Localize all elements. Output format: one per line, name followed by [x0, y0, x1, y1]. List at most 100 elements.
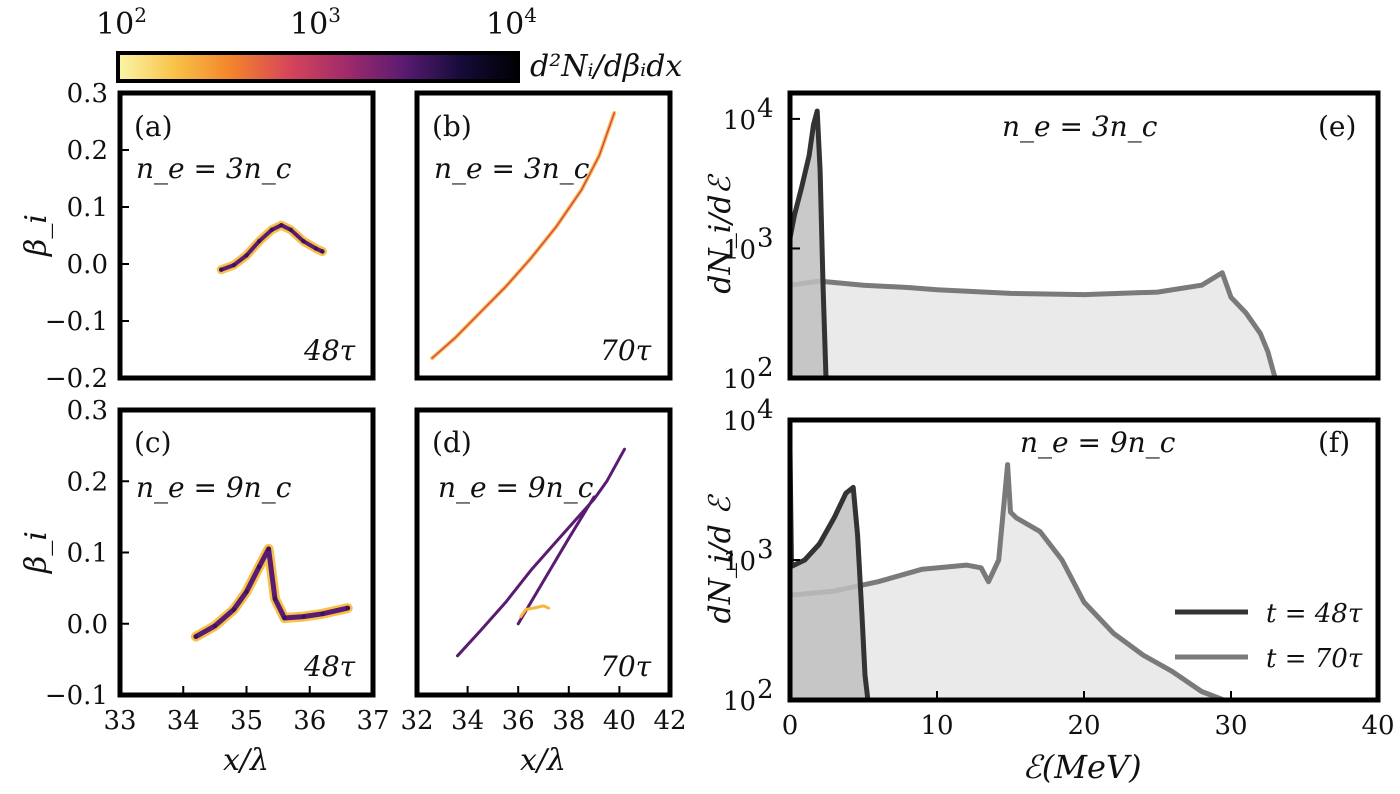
ytick-label: 0.1	[67, 539, 108, 569]
panel-c: 0.3 0.2 0.1 0.0 −0.1 33 34 35 36 37 (c) n_e = 9n…	[19, 396, 390, 778]
panel-a-point	[320, 249, 325, 254]
panel-d-label: (d)	[432, 426, 472, 459]
panel-c-time: 48τ	[303, 650, 356, 683]
panel-b-trace-halo	[430, 110, 617, 361]
panel-a-trace-core	[219, 223, 325, 272]
panel-c-point	[257, 564, 262, 569]
ytick-exponent: 2	[757, 353, 774, 383]
panel-c-yticks: 0.3 0.2 0.1 0.0 −0.1	[45, 396, 129, 711]
panel-c-point	[231, 607, 236, 612]
panel-c-point	[282, 615, 287, 621]
panel-c-point	[345, 605, 350, 611]
panel-a-point	[257, 239, 262, 244]
panel-f-density: n_e = 9n_c	[1020, 426, 1176, 459]
panel-b-data	[430, 110, 617, 361]
xtick-label: 10	[920, 711, 953, 741]
panel-a-point	[313, 246, 319, 251]
panel-f-fill-0	[790, 451, 868, 700]
panel-c-density: n_e = 9n_c	[136, 471, 292, 504]
panel-c-ylabel: β_i	[19, 531, 54, 574]
panel-e-ylabel: dN_i/dℰ	[703, 173, 738, 293]
legend: t = 48τ t = 70τ	[1175, 599, 1363, 674]
panel-c-point	[272, 596, 278, 601]
panel-c-point	[212, 623, 218, 629]
colorbar-label: d²Nᵢ/dβᵢdx	[530, 49, 682, 84]
panel-b-time: 70τ	[600, 334, 652, 367]
panel-a-point	[288, 227, 293, 232]
panel-d-xlabel: x/λ	[520, 743, 566, 778]
panel-e-series-0	[787, 108, 829, 379]
panel-a: 0.30.20.10.0−0.1−0.2 (a) n_e = 3n_c 48τ …	[19, 79, 376, 394]
ytick-label: 0.2	[67, 467, 108, 497]
panel-f-series-1	[789, 462, 1225, 703]
panel-d-frame	[414, 407, 673, 698]
panel-a-frame	[117, 90, 376, 381]
ytick-label: 0.0	[67, 610, 108, 640]
panel-e-series-1	[789, 270, 1278, 379]
panel-c-label: (c)	[134, 426, 172, 459]
panel-a-label: (a)	[134, 110, 173, 143]
ytick-label: 10	[723, 235, 756, 265]
xtick-label: 40	[1361, 711, 1394, 741]
ytick-label: 10	[723, 365, 756, 395]
xtick-label: 0	[782, 711, 799, 741]
panel-f-xticks: 0 10 20 30 40	[782, 691, 1395, 741]
panel-a-point	[244, 253, 249, 258]
panel-a-time: 48τ	[303, 334, 356, 367]
xtick-label: 32	[400, 706, 433, 736]
ytick-exponent: 2	[757, 675, 774, 705]
panel-e-fill-0	[790, 111, 826, 378]
ytick-label: 0.1	[67, 193, 108, 223]
legend-label-48: t = 48τ	[1266, 599, 1363, 629]
panel-f-data	[787, 451, 1225, 703]
ytick-label: 0.0	[67, 250, 108, 280]
ytick-exponent: 4	[757, 94, 774, 124]
xtick-label: 34	[451, 706, 484, 736]
panel-b-trace-core	[431, 112, 616, 359]
panel-d-xticks: 32 34 36 38 40 42	[400, 686, 687, 736]
panel-c-point	[266, 546, 271, 552]
ytick-label: −0.1	[45, 307, 108, 337]
colorbar-tick-3: 104	[486, 3, 537, 42]
xtick-label: 36	[293, 706, 326, 736]
panel-d-trace-loop	[519, 604, 551, 619]
panel-c-xlabel: x/λ	[223, 743, 269, 778]
panel-d-data	[456, 447, 626, 658]
panel-b-label: (b)	[432, 110, 472, 143]
ytick-label: −0.1	[45, 681, 108, 711]
colorbar: 102 103 104 d²Nᵢ/dβᵢdx	[96, 3, 682, 84]
ytick-label: 10	[723, 407, 756, 437]
panel-a-density: n_e = 3n_c	[136, 152, 292, 185]
panel-a-data	[216, 220, 327, 275]
legend-label-70: t = 70τ	[1266, 644, 1363, 674]
ytick-label: 10	[723, 687, 756, 717]
panel-a-point	[279, 223, 284, 228]
xtick-label: 40	[603, 706, 636, 736]
colorbar-tick-2: 103	[290, 3, 341, 42]
xtick-label: 37	[356, 706, 389, 736]
ytick-exponent: 3	[757, 535, 774, 565]
panel-f-series-0	[787, 451, 871, 701]
panel-e-density: n_e = 3n_c	[1002, 110, 1158, 143]
panel-f-fill-1	[790, 464, 1224, 700]
xtick-label: 34	[167, 706, 200, 736]
panel-d-time: 70τ	[600, 650, 652, 683]
panel-a-point	[219, 267, 224, 272]
panel-c-point	[320, 611, 325, 616]
xtick-label: 38	[552, 706, 585, 736]
panel-f-label: (f)	[1318, 426, 1350, 459]
colorbar-tick-1: 102	[96, 3, 147, 42]
panel-c-xticks: 33 34 35 36 37	[103, 686, 390, 736]
colorbar-gradient	[116, 51, 520, 83]
panel-d-trace-main	[456, 447, 626, 658]
ytick-label: 0.3	[67, 79, 108, 109]
panel-d-density: n_e = 9n_c	[438, 471, 594, 504]
panel-d-trace-branch	[516, 495, 596, 626]
panel-f-ylabel: dN_i/d ℰ	[703, 494, 738, 624]
panel-c-point	[301, 614, 306, 619]
